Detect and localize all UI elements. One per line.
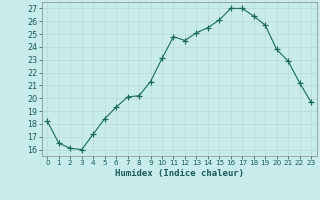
X-axis label: Humidex (Indice chaleur): Humidex (Indice chaleur): [115, 169, 244, 178]
